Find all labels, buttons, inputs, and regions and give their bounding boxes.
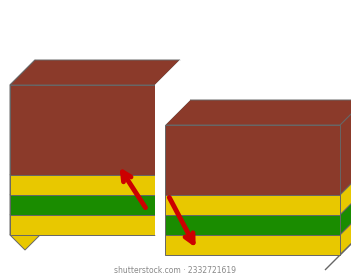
Polygon shape bbox=[10, 150, 35, 195]
Text: shutterstock.com · 2332721619: shutterstock.com · 2332721619 bbox=[114, 266, 237, 275]
Polygon shape bbox=[155, 60, 190, 125]
Polygon shape bbox=[340, 170, 351, 215]
Polygon shape bbox=[10, 175, 155, 195]
Polygon shape bbox=[165, 125, 340, 195]
Polygon shape bbox=[10, 210, 50, 250]
Polygon shape bbox=[165, 215, 340, 235]
Polygon shape bbox=[155, 60, 190, 255]
Polygon shape bbox=[10, 170, 35, 215]
Polygon shape bbox=[340, 100, 351, 195]
Polygon shape bbox=[10, 190, 35, 235]
Polygon shape bbox=[10, 195, 155, 215]
Polygon shape bbox=[340, 190, 351, 235]
Polygon shape bbox=[10, 85, 155, 175]
Polygon shape bbox=[10, 60, 180, 85]
Polygon shape bbox=[325, 230, 351, 270]
Polygon shape bbox=[10, 215, 155, 235]
Polygon shape bbox=[165, 100, 351, 125]
Polygon shape bbox=[165, 195, 340, 215]
Polygon shape bbox=[165, 235, 340, 255]
Polygon shape bbox=[10, 60, 35, 175]
Polygon shape bbox=[340, 210, 351, 255]
